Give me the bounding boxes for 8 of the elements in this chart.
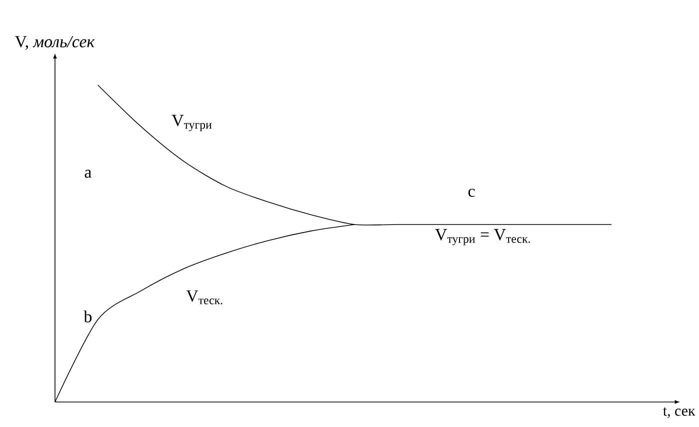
annotation: a — [84, 170, 92, 178]
annotation: c — [468, 188, 475, 197]
y-axis-title: V, моль/сек — [14, 36, 95, 50]
annotation: b — [84, 310, 92, 322]
series-label: V$_{теск.}$ — [186, 290, 222, 304]
annotation: V$_{тугри}$ = V$_{теск.}$ — [435, 229, 530, 246]
x-axis-title: t, сек — [663, 407, 696, 418]
series-label: V$_{тугри}$ — [172, 114, 212, 132]
